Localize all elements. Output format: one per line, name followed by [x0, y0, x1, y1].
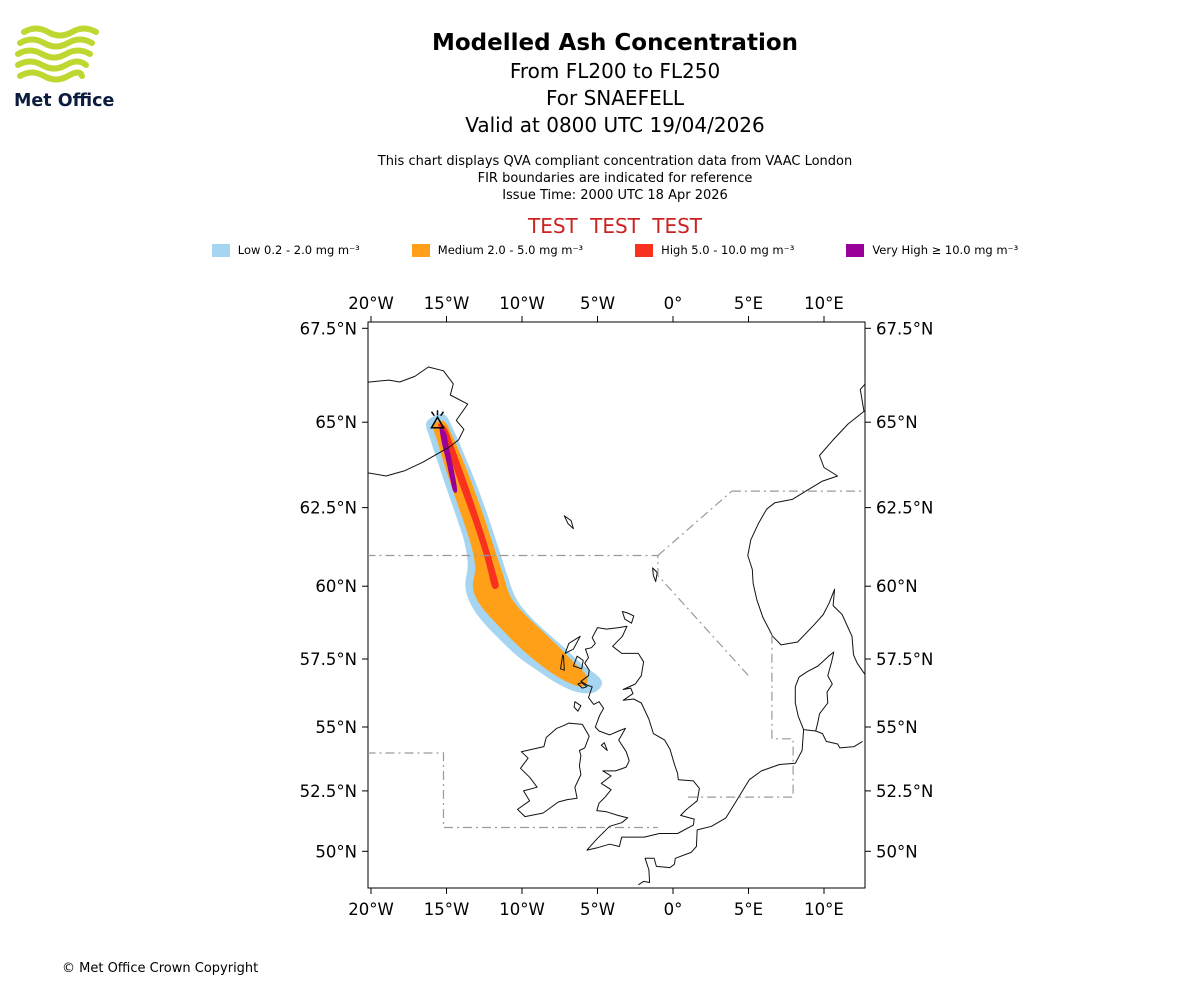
lon-label-top: 15°W [424, 294, 470, 313]
coastline-iceland [368, 366, 469, 477]
lat-label-left: 52.5°N [300, 782, 357, 801]
legend-label-medium: Medium 2.0 - 5.0 mg m⁻³ [437, 243, 584, 257]
lon-label-top: 5°E [734, 294, 763, 313]
legend-label-very-high: Very High ≥ 10.0 mg m⁻³ [872, 243, 1019, 257]
legend-label-low: Low 0.2 - 2.0 mg m⁻³ [237, 243, 360, 257]
lat-label-right: 65°N [876, 413, 918, 432]
coastline-isle-of-man [600, 742, 608, 751]
chart-subtitle-volcano: For SNAEFELL [545, 86, 684, 110]
lon-label-top: 10°W [499, 294, 545, 313]
coastline-baltic-coast [815, 730, 863, 749]
coastline-ireland [517, 722, 590, 818]
fir-boundary [771, 634, 794, 798]
lon-label-bottom: 10°E [804, 900, 844, 919]
lat-label-right: 67.5°N [876, 319, 933, 338]
note-qva: This chart displays QVA compliant concen… [377, 154, 853, 169]
legend-item-medium: Medium 2.0 - 5.0 mg m⁻³ [411, 243, 584, 257]
note-issue-time: Issue Time: 2000 UTC 18 Apr 2026 [502, 188, 728, 203]
lat-label-left: 65°N [315, 413, 357, 432]
lat-label-left: 55°N [315, 718, 357, 737]
coastline-mull [577, 682, 588, 689]
chart-notes: This chart displays QVA compliant concen… [30, 153, 1200, 204]
lat-label-right: 62.5°N [876, 499, 933, 518]
lon-label-top: 5°W [580, 294, 615, 313]
lon-label-top: 20°W [348, 294, 394, 313]
copyright-text: © Met Office Crown Copyright [62, 961, 259, 976]
legend-item-very-high: Very High ≥ 10.0 mg m⁻³ [846, 243, 1018, 257]
lat-label-left: 62.5°N [300, 499, 357, 518]
lon-label-bottom: 10°W [499, 900, 545, 919]
legend-swatch-very-high [846, 243, 865, 257]
lon-label-top: 10°E [804, 294, 844, 313]
volcano-marker [430, 410, 445, 429]
lon-label-bottom: 20°W [348, 900, 394, 919]
coastline-great-britain [580, 625, 700, 851]
plume-medium [433, 420, 588, 687]
coastline-shetland [652, 567, 658, 583]
lon-label-bottom: 5°W [580, 900, 615, 919]
lon-label-top: 0° [664, 294, 683, 313]
lon-label-bottom: 0° [664, 900, 683, 919]
legend-swatch-low [211, 243, 230, 257]
legend: Low 0.2 - 2.0 mg m⁻³ Medium 2.0 - 5.0 mg… [0, 243, 1200, 257]
coastline-lewis [564, 635, 581, 654]
coastline-skye [572, 655, 584, 670]
lat-label-right: 52.5°N [876, 782, 933, 801]
plume-high [438, 423, 499, 589]
chart-title: Modelled Ash Concentration [431, 30, 799, 56]
test-banner: TEST TEST TEST [527, 214, 702, 238]
lat-label-left: 60°N [315, 577, 357, 596]
coastline-continental-coast [638, 729, 805, 886]
lat-label-left: 57.5°N [300, 650, 357, 669]
legend-item-high: High 5.0 - 10.0 mg m⁻³ [635, 243, 794, 257]
logo-text: Met Office [14, 91, 115, 111]
lat-label-right: 60°N [876, 577, 918, 596]
fir-boundary [657, 490, 733, 556]
lat-label-left: 67.5°N [300, 319, 357, 338]
legend-label-high: High 5.0 - 10.0 mg m⁻³ [661, 243, 795, 257]
coastline-faroe [563, 515, 574, 530]
note-fir: FIR boundaries are indicated for referen… [477, 171, 753, 186]
chart-header: Modelled Ash Concentration From FL200 to… [0, 28, 1200, 238]
lon-label-bottom: 15°W [424, 900, 470, 919]
coastline-uist [560, 654, 565, 671]
map-svg: 20°W 20°W 15°W 15°W 10°W 10°W 5°W 5°W 0° 0° 5°E 5°E… [300, 294, 934, 919]
lat-label-right: 50°N [876, 842, 918, 861]
legend-swatch-medium [411, 243, 430, 257]
lat-label-right: 57.5°N [876, 650, 933, 669]
plume-very_high [439, 427, 458, 493]
coastline-islay [573, 701, 582, 712]
chart-subtitle-valid-time: Valid at 0800 UTC 19/04/2026 [465, 113, 765, 137]
legend-item-low: Low 0.2 - 2.0 mg m⁻³ [211, 243, 360, 257]
lon-label-bottom: 5°E [734, 900, 763, 919]
map-frame [367, 321, 866, 889]
coastline-denmark [794, 651, 835, 732]
coastline-scandinavia [747, 383, 865, 676]
fir-boundary [368, 752, 658, 829]
lat-label-left: 50°N [315, 842, 357, 861]
legend-swatch-high [635, 243, 654, 257]
logo-waves-icon [15, 25, 99, 83]
chart-subtitle-flight-levels: From FL200 to FL250 [509, 59, 721, 83]
lat-label-right: 55°N [876, 718, 918, 737]
ash-concentration-map: 20°W 20°W 15°W 15°W 10°W 10°W 5°W 5°W 0° 0° 5°E 5°E… [280, 290, 960, 935]
coastline-orkney [621, 611, 635, 624]
met-office-logo: Met Office [14, 24, 144, 111]
